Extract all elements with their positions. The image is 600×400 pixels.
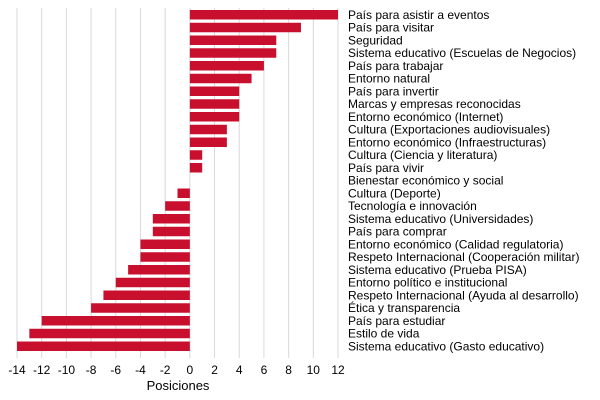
category-label: País para comprar — [348, 225, 447, 239]
category-label: Entorno económico (Calidad regulatoria) — [348, 237, 563, 251]
category-label: País para invertir — [348, 84, 439, 98]
category-label: País para visitar — [348, 21, 434, 35]
category-label: Sistema educativo (Universidades) — [348, 212, 533, 226]
bar — [189, 124, 227, 135]
bar — [115, 277, 190, 288]
bar — [189, 163, 203, 173]
bar — [177, 188, 190, 198]
x-tick-label: -6 — [110, 363, 121, 377]
x-tick-label: -14 — [8, 363, 26, 377]
bar — [189, 150, 203, 160]
x-tick-label: 10 — [307, 363, 321, 377]
x-tick-label: 12 — [331, 363, 345, 377]
x-tick-label: -8 — [86, 363, 97, 377]
category-label: Cultura (Exportaciones audiovisuales) — [348, 123, 550, 137]
x-tick-label: -2 — [160, 363, 171, 377]
x-tick-label: 2 — [211, 363, 218, 377]
category-label: Entorno económico (Infraestructuras) — [348, 135, 546, 149]
bar — [189, 35, 277, 45]
bar — [189, 22, 301, 33]
category-label: País para asistir a eventos — [348, 8, 489, 22]
bar — [189, 48, 277, 58]
x-tick-label: -4 — [135, 363, 146, 377]
category-label: Sistema educativo (Prueba PISA) — [348, 263, 527, 277]
bar — [29, 328, 190, 339]
bar — [128, 265, 190, 275]
x-axis-title: Posiciones — [147, 378, 210, 393]
category-label: Cultura (Ciencia y literatura) — [348, 148, 497, 162]
x-tick-label: -12 — [33, 363, 51, 377]
bar — [91, 303, 190, 313]
bars — [17, 10, 338, 351]
bar — [189, 99, 240, 109]
bar — [140, 252, 190, 262]
x-tick-label: 8 — [285, 363, 292, 377]
bar — [17, 341, 190, 351]
bar — [189, 10, 338, 20]
bar — [189, 61, 264, 71]
bar — [103, 290, 190, 300]
bar — [152, 226, 190, 237]
category-label: Respeto Internacional (Cooperación milit… — [348, 250, 579, 264]
category-label: Tecnología e innovación — [348, 199, 477, 213]
category-label: País para trabajar — [348, 59, 443, 73]
x-tick-labels: -14 -12 -10 -8 -6 -4 -2 0 2 4 6 8 10 12 — [8, 363, 345, 377]
category-label: Entorno natural — [348, 72, 430, 86]
bar — [189, 137, 227, 147]
category-label: Sistema educativo (Escuelas de Negocios) — [348, 46, 576, 60]
category-label: Seguridad — [348, 33, 403, 47]
x-tick-label: 4 — [236, 363, 243, 377]
bar — [140, 239, 190, 249]
bar — [189, 112, 240, 122]
bar — [152, 214, 190, 224]
bar — [189, 73, 252, 84]
bar — [189, 86, 240, 96]
category-label: Sistema educativo (Gasto educativo) — [348, 339, 544, 353]
category-label: Marcas y empresas reconocidas — [348, 97, 521, 111]
bar — [41, 316, 190, 326]
x-tick-label: -10 — [58, 363, 76, 377]
category-label: País para estudiar — [348, 314, 445, 328]
x-tick-label: 6 — [261, 363, 268, 377]
category-label: Bienestar económico y social — [348, 174, 503, 188]
category-label: País para vivir — [348, 161, 424, 175]
category-label: Estilo de vida — [348, 327, 420, 341]
category-label: Entorno económico (Internet) — [348, 110, 503, 124]
bar — [165, 201, 190, 211]
category-label: Respeto Internacional (Ayuda al desarrol… — [348, 288, 579, 302]
x-tick-label: 0 — [187, 363, 194, 377]
category-label: Ética y transparencia — [348, 300, 460, 315]
category-label: Entorno político e institucional — [348, 276, 507, 290]
category-label: Cultura (Deporte) — [348, 186, 441, 200]
